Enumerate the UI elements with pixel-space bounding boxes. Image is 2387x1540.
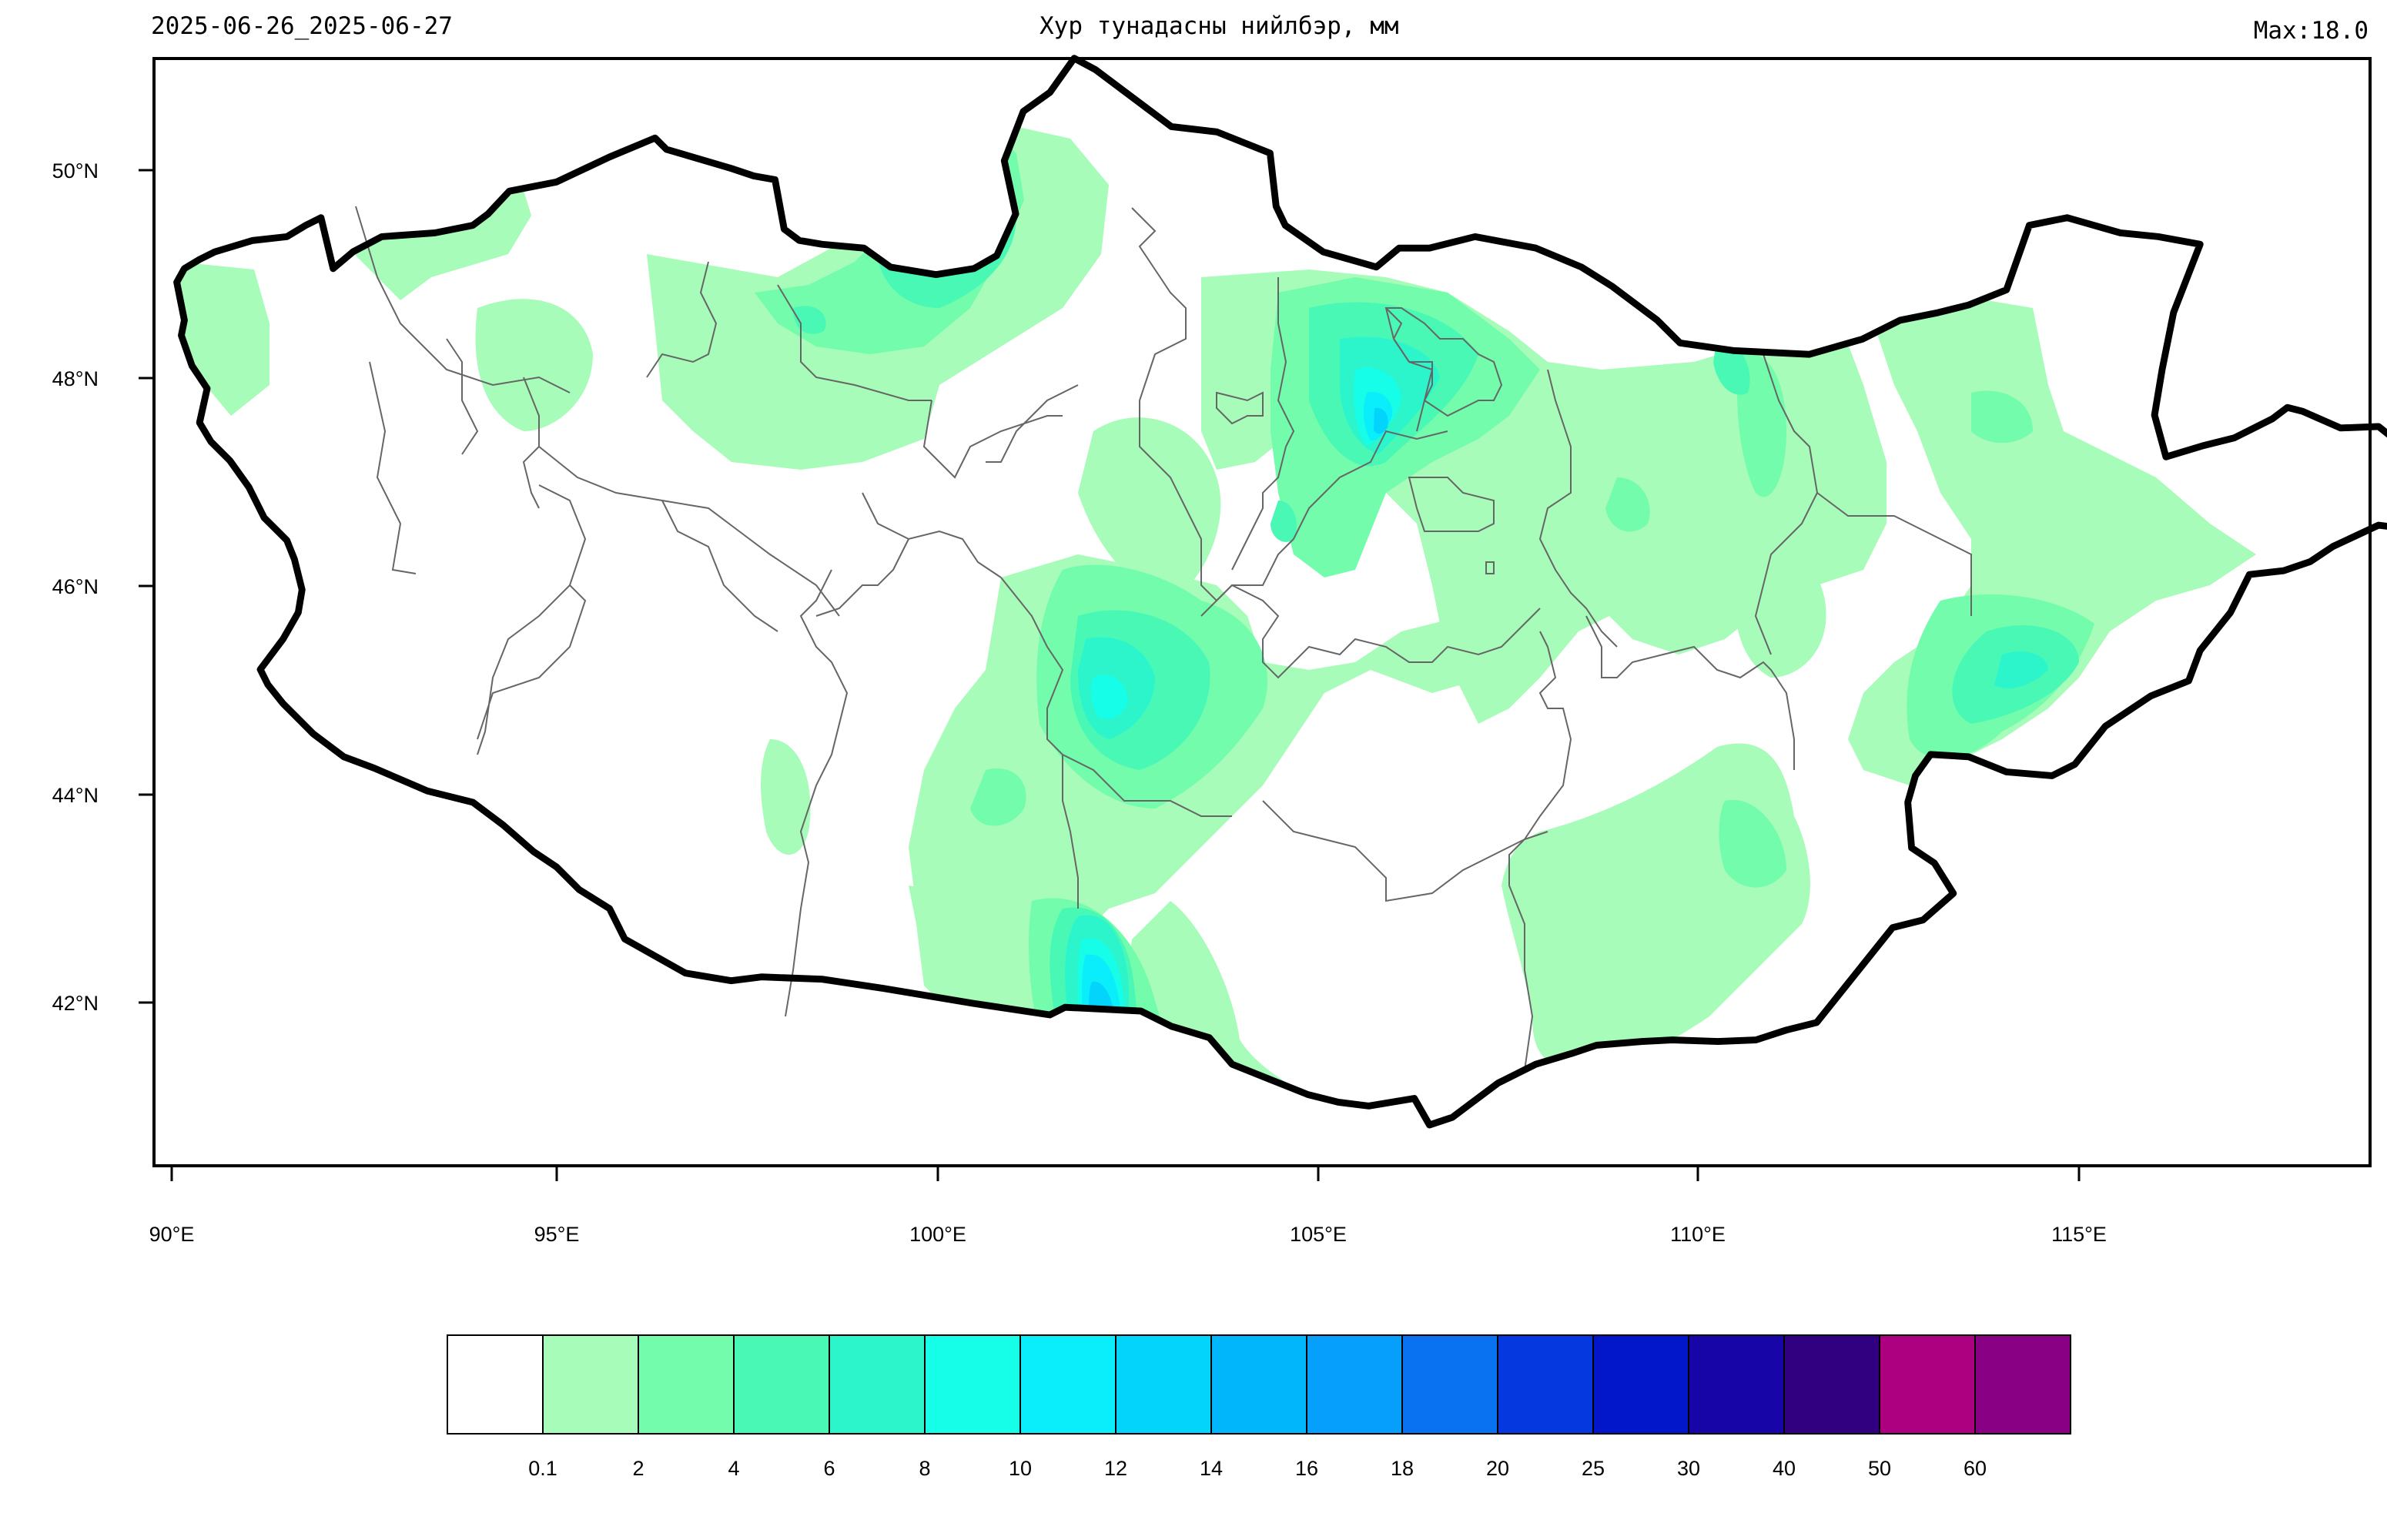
legend-label: 12 <box>1104 1457 1127 1480</box>
legend-swatch <box>733 1334 830 1435</box>
latitude-axis: 50°N 48°N 46°N 44°N 42°N <box>52 159 154 1015</box>
map-frame <box>152 57 2372 1167</box>
legend-label: 40 <box>1773 1457 1796 1480</box>
lat-label-42: 42°N <box>52 992 99 1015</box>
max-value-label: Max:18.0 <box>2253 17 2369 45</box>
country-border <box>173 55 2387 1129</box>
legend-swatch <box>1974 1334 2071 1435</box>
lon-label-115: 115°E <box>2051 1223 2107 1246</box>
legend-swatch <box>1592 1334 1689 1435</box>
province-borders <box>355 206 1972 1071</box>
lat-label-46: 46°N <box>52 575 99 598</box>
legend-swatch <box>1497 1334 1594 1435</box>
longitude-axis: 90°E 95°E 100°E 105°E 110°E 115°E <box>149 1166 2107 1246</box>
legend-swatch <box>1306 1334 1403 1435</box>
legend-label: 25 <box>1582 1457 1605 1480</box>
legend-label: 50 <box>1868 1457 1891 1480</box>
legend-swatch <box>1115 1334 1212 1435</box>
legend-swatch <box>1210 1334 1307 1435</box>
legend-swatch <box>542 1334 639 1435</box>
legend-label: 10 <box>1009 1457 1032 1480</box>
lon-label-95: 95°E <box>534 1223 580 1246</box>
legend-swatch <box>1688 1334 1785 1435</box>
legend-swatch <box>1879 1334 1976 1435</box>
legend-label: 16 <box>1295 1457 1318 1480</box>
legend-label: 30 <box>1677 1457 1700 1480</box>
legend-label: 14 <box>1200 1457 1223 1480</box>
legend-swatch <box>924 1334 1021 1435</box>
legend-swatch <box>447 1334 544 1435</box>
legend-label: 8 <box>919 1457 930 1480</box>
legend-swatch <box>638 1334 735 1435</box>
lat-label-50: 50°N <box>52 159 99 182</box>
legend-label: 4 <box>728 1457 739 1480</box>
precipitation-fields <box>177 85 2256 1125</box>
lat-label-44: 44°N <box>52 784 99 807</box>
map-title: Хур тунадасны нийлбэр, мм <box>1040 12 1399 40</box>
lon-label-105: 105°E <box>1290 1223 1347 1246</box>
legend-label: 60 <box>1964 1457 1987 1480</box>
legend-label: 6 <box>823 1457 835 1480</box>
lat-label-48: 48°N <box>52 367 99 390</box>
legend-swatch <box>1401 1334 1498 1435</box>
legend-label: 18 <box>1391 1457 1414 1480</box>
color-legend: 0.1 2 4 6 8 10 12 14 16 18 20 25 30 40 50 60 <box>447 1334 2071 1480</box>
lon-label-110: 110°E <box>1670 1223 1726 1246</box>
legend-swatch <box>1019 1334 1116 1435</box>
legend-label: 2 <box>632 1457 644 1480</box>
legend-label: 0.1 <box>528 1457 557 1480</box>
lon-label-90: 90°E <box>149 1223 195 1246</box>
lon-label-100: 100°E <box>909 1223 966 1246</box>
legend-label: 20 <box>1486 1457 1509 1480</box>
date-range-label: 2025-06-26_2025-06-27 <box>151 12 453 40</box>
legend-swatch <box>829 1334 926 1435</box>
legend-swatch <box>1783 1334 1880 1435</box>
